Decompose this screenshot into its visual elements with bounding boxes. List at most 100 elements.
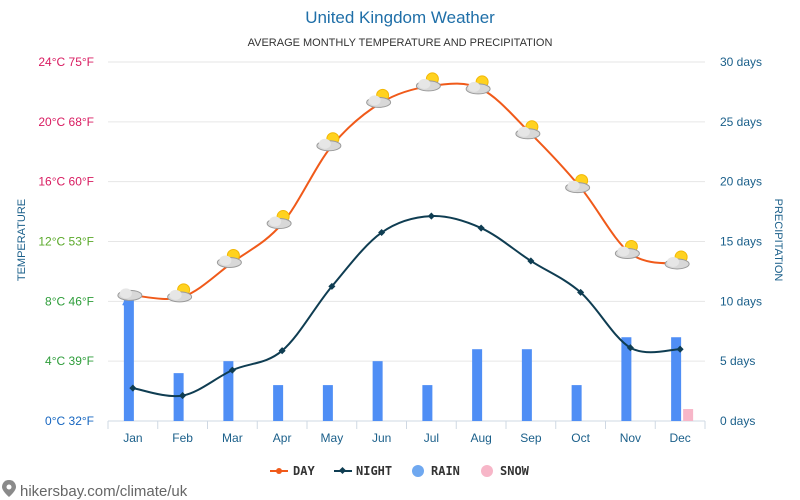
- cloud-puff: [667, 256, 680, 267]
- month-label-oct: Oct: [571, 431, 590, 445]
- rain-cloud-icon-jan: [117, 288, 143, 306]
- night-point-feb: [179, 392, 187, 400]
- rain-bar-oct: [571, 385, 582, 421]
- temperature-tick-label-3: 12°C 53°F: [38, 235, 94, 249]
- sun-cloud-icon-aug: [465, 75, 491, 95]
- cloud-puff: [318, 138, 331, 149]
- sun-cloud-icon-jul: [415, 72, 441, 92]
- month-label-jun: Jun: [372, 431, 391, 445]
- precipitation-tick-label-6: 30 days: [720, 55, 762, 69]
- cloud-puff: [617, 246, 630, 257]
- legend-rain-label: RAIN: [431, 464, 460, 478]
- cloud-puff: [517, 126, 530, 137]
- month-axis-ticks: Jan Feb Mar Apr May Jun Jul Aug Sep Oct Nov Dec: [123, 431, 691, 445]
- raindrop: [122, 301, 126, 306]
- cloud-puff: [119, 288, 132, 299]
- month-label-apr: Apr: [273, 431, 292, 445]
- legend: DAY NIGHT RAIN SNOW: [270, 464, 530, 478]
- rain-bar-jun: [372, 361, 383, 421]
- night-point-may: [328, 282, 336, 290]
- night-point-mar: [228, 366, 236, 374]
- precipitation-axis-label: PRECIPITATION: [772, 199, 784, 282]
- temperature-axis-ticks: 0°C 32°F 4°C 39°F 8°C 46°F 12°C 53°F 16°C 60…: [38, 55, 94, 428]
- precipitation-tick-label-4: 20 days: [720, 175, 762, 189]
- cloud-puff: [219, 255, 232, 266]
- footer-site-url: hikersbay.com/climate/uk: [20, 483, 188, 500]
- legend-item-snow[interactable]: SNOW: [481, 464, 530, 478]
- temperature-tick-label-6: 24°C 75°F: [38, 55, 94, 69]
- rain-bar-jul: [422, 385, 433, 421]
- month-label-jan: Jan: [123, 431, 142, 445]
- chart-title: United Kingdom Weather: [305, 8, 495, 27]
- month-label-feb: Feb: [172, 431, 193, 445]
- location-pin-icon: [2, 480, 16, 497]
- sun-cloud-icon-apr: [266, 210, 292, 230]
- temperature-tick-label-0: 0°C 32°F: [45, 414, 94, 428]
- sun-cloud-icon-nov: [614, 239, 640, 259]
- rain-bar-aug: [472, 349, 483, 421]
- precipitation-tick-label-0: 0 days: [720, 414, 755, 428]
- cloud-puff: [368, 95, 381, 106]
- precipitation-tick-label-2: 10 days: [720, 294, 762, 308]
- temperature-tick-label-1: 4°C 39°F: [45, 354, 94, 368]
- precipitation-axis-ticks: 0 days 5 days 10 days 15 days 20 days 25 days…: [720, 55, 762, 428]
- month-label-aug: Aug: [470, 431, 491, 445]
- night-point-oct: [577, 288, 585, 296]
- temperature-tick-label-5: 20°C 68°F: [38, 115, 94, 129]
- month-label-dec: Dec: [669, 431, 690, 445]
- legend-rain-marker: [412, 465, 424, 477]
- sun-cloud-icon-dec: [664, 250, 690, 270]
- precipitation-tick-label-1: 5 days: [720, 354, 755, 368]
- sun-cloud-icon-mar: [216, 248, 242, 268]
- legend-day-label: DAY: [293, 464, 315, 478]
- legend-item-rain[interactable]: RAIN: [412, 464, 460, 478]
- cloud-puff: [169, 289, 182, 300]
- raindrop: [128, 301, 132, 306]
- rain-bar-dec: [671, 337, 682, 421]
- rain-bar-apr: [273, 385, 284, 421]
- rain-bar-sep: [521, 349, 532, 421]
- grid-lines: [107, 61, 706, 429]
- night-temperature-line: [132, 215, 681, 398]
- rain-bar-feb: [173, 373, 184, 421]
- day-temperature-line: [132, 82, 681, 300]
- night-point-jul: [427, 212, 435, 220]
- temperature-axis-label: TEMPERATURE: [16, 199, 28, 281]
- sun-cloud-icon-oct: [565, 174, 591, 194]
- legend-day-marker: [276, 468, 282, 474]
- legend-snow-marker: [481, 465, 493, 477]
- night-point-dec: [676, 345, 684, 353]
- night-point-apr: [278, 347, 286, 355]
- chart-subtitle: AVERAGE MONTHLY TEMPERATURE AND PRECIPIT…: [248, 37, 553, 49]
- sun-cloud-icon-feb: [167, 283, 193, 303]
- legend-item-night[interactable]: NIGHT: [334, 464, 392, 478]
- cloud-puff: [567, 180, 580, 191]
- sun-cloud-icon-jun: [366, 88, 392, 108]
- rain-bar-jan: [123, 295, 134, 421]
- footer-link[interactable]: hikersbay.com/climate/uk: [2, 480, 188, 500]
- sun-cloud-icon-sep: [515, 120, 541, 140]
- temperature-tick-label-2: 8°C 46°F: [45, 294, 94, 308]
- night-point-aug: [477, 224, 485, 232]
- sun-cloud-icon-may: [316, 132, 342, 152]
- precipitation-bars: [123, 295, 694, 421]
- legend-snow-label: SNOW: [500, 464, 530, 478]
- cloud-puff: [468, 81, 481, 92]
- night-point-jun: [378, 228, 386, 237]
- month-label-nov: Nov: [620, 431, 641, 445]
- cloud-puff: [418, 78, 431, 89]
- month-label-mar: Mar: [222, 431, 243, 445]
- month-label-sep: Sep: [520, 431, 542, 445]
- snow-bar-dec: [683, 409, 694, 421]
- rain-bar-may: [322, 385, 333, 421]
- precipitation-tick-label-5: 25 days: [720, 115, 762, 129]
- legend-item-day[interactable]: DAY: [270, 464, 315, 478]
- temperature-tick-label-4: 16°C 60°F: [38, 175, 94, 189]
- temperature-lines: [129, 82, 684, 400]
- precipitation-tick-label-3: 15 days: [720, 235, 762, 249]
- rain-bar-mar: [223, 361, 234, 421]
- legend-night-label: NIGHT: [356, 464, 392, 478]
- night-point-sep: [527, 257, 535, 265]
- month-label-may: May: [321, 431, 344, 445]
